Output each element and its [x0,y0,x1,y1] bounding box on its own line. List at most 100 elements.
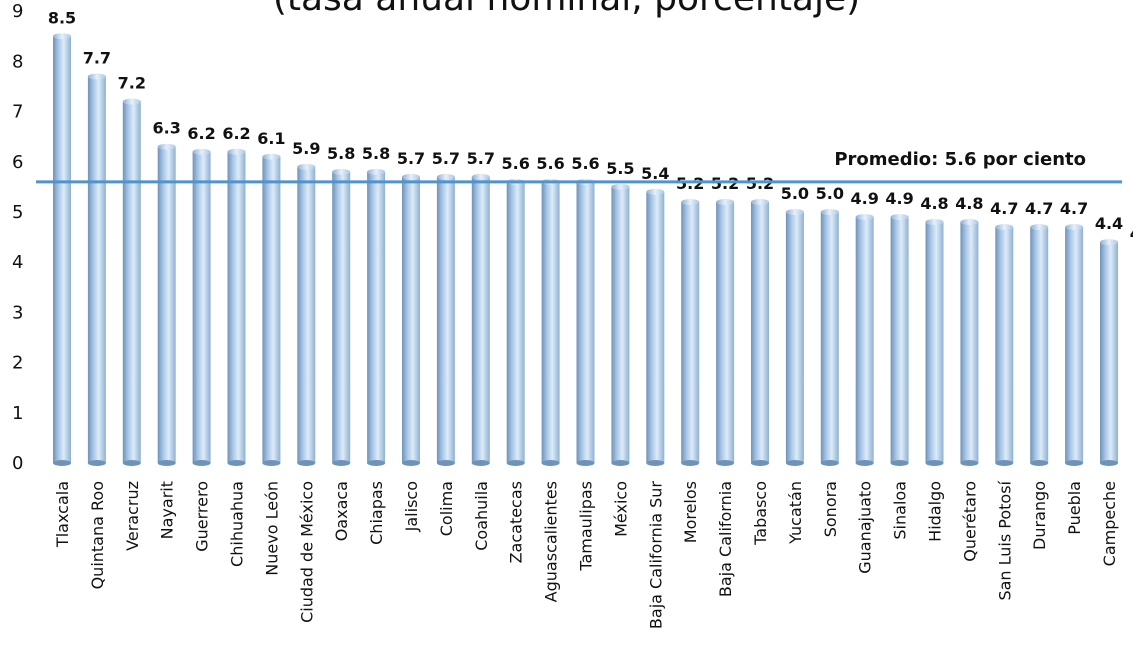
category-label: Jalisco [402,481,421,532]
y-tick-label: 9 [12,1,23,22]
bar-value-label: 5.2 [676,174,704,193]
y-tick-label: 8 [12,51,23,72]
bar [157,143,176,466]
bar-value-label: 4.7 [1060,199,1088,218]
bar-value-label: 5.8 [327,144,355,163]
bar-value-label: 4.4 [1095,214,1123,233]
bar-value-label: 5.8 [362,144,390,163]
bar-value-label: 5.7 [397,149,425,168]
bar-value-label: 6.3 [153,119,181,138]
category-label: Puebla [1065,481,1084,535]
category-label: San Luis Potosí [995,480,1014,600]
category-label: Guerrero [193,481,212,552]
category-label: Tabasco [751,481,770,546]
y-tick-label: 1 [12,403,23,424]
y-tick-label: 3 [12,302,23,323]
bar-value-label: 6.2 [187,124,215,143]
bar-value-label: 6.1 [257,129,285,148]
bar-value-label: 4.9 [851,189,879,208]
category-label: Chiapas [367,481,386,545]
bar [890,214,909,466]
category-label: Coahuila [472,481,491,551]
bar [122,98,141,466]
bar [576,178,595,466]
y-tick-label: 2 [12,353,23,374]
bar [402,173,420,466]
bar-value-label: 6.2 [222,124,250,143]
y-tick-label: 5 [12,202,23,223]
bar-value-label: 4.7 [990,199,1018,218]
category-label: Tamaulipas [577,481,596,572]
bar-value-label: 8.5 [48,8,76,27]
bar [87,73,106,466]
bar [262,153,281,466]
bar [995,224,1014,466]
category-label: Guanajuato [856,481,875,574]
bar [53,33,71,466]
bar-value-label: 5.7 [467,149,495,168]
bar-value-label: 7.2 [118,74,146,93]
bar [436,173,455,466]
bar-value-label: 4.7 [1025,199,1053,218]
bar [1065,224,1084,466]
bar [960,219,979,466]
bar [1030,224,1049,466]
y-tick-label: 7 [12,102,23,123]
category-label: Nayarit [158,481,177,539]
category-label: Hidalgo [926,481,945,542]
bar-value-label: 5.6 [536,154,564,173]
category-label: Ciudad de México [297,481,316,623]
bar-value-label: 5.6 [571,154,599,173]
bar-value-label: 4.8 [920,194,948,213]
y-tick-label: 0 [12,453,23,474]
bar-value-label: 5.0 [816,184,844,203]
bar-value-label: 5.2 [711,174,739,193]
bar [785,209,804,466]
chart-title: (tasa anual nominal, porcentaje) [0,0,1133,19]
bar [611,183,630,466]
average-label: Promedio: 5.6 por ciento [834,149,1086,170]
bar-value-label: 4.2 [1130,224,1133,243]
bar [751,198,769,466]
bar-value-label: 5.0 [781,184,809,203]
bar-value-label: 4.8 [955,194,983,213]
bar-value-label: 5.6 [502,154,530,173]
bar [506,178,525,466]
category-label: Veracruz [123,481,142,551]
category-label: Oaxaca [332,481,351,541]
bar-value-label: 5.7 [432,149,460,168]
category-label: México [611,481,630,537]
bar-value-label: 5.4 [641,164,669,183]
category-label: Durango [1030,481,1049,550]
bar [471,173,490,466]
bar-value-label: 5.5 [606,159,634,178]
category-label: Sinaloa [891,481,910,540]
category-label: Zacatecas [507,481,526,563]
bar [925,219,944,466]
bar [681,198,700,466]
bar [820,209,839,466]
bar [297,163,316,466]
bar [716,198,735,466]
category-label: Aguascalientes [542,481,561,602]
bar [541,178,560,466]
bar [192,148,211,466]
category-label: Chihuahua [228,481,247,567]
category-label: Baja California Sur [646,481,665,629]
category-label: Quintana Roo [88,481,107,589]
category-label: Sonora [821,481,840,537]
category-label: Nuevo León [262,481,281,576]
category-label: Morelos [681,481,700,543]
category-label: Yucatán [786,481,805,545]
bar [367,168,386,466]
category-label: Colima [437,481,456,536]
bar [855,214,874,466]
bar [646,188,665,466]
category-label: Tlaxcala [53,481,72,548]
y-tick-label: 4 [12,252,23,273]
bar [332,168,351,466]
y-tick-label: 6 [12,152,23,173]
bar [1100,239,1118,466]
